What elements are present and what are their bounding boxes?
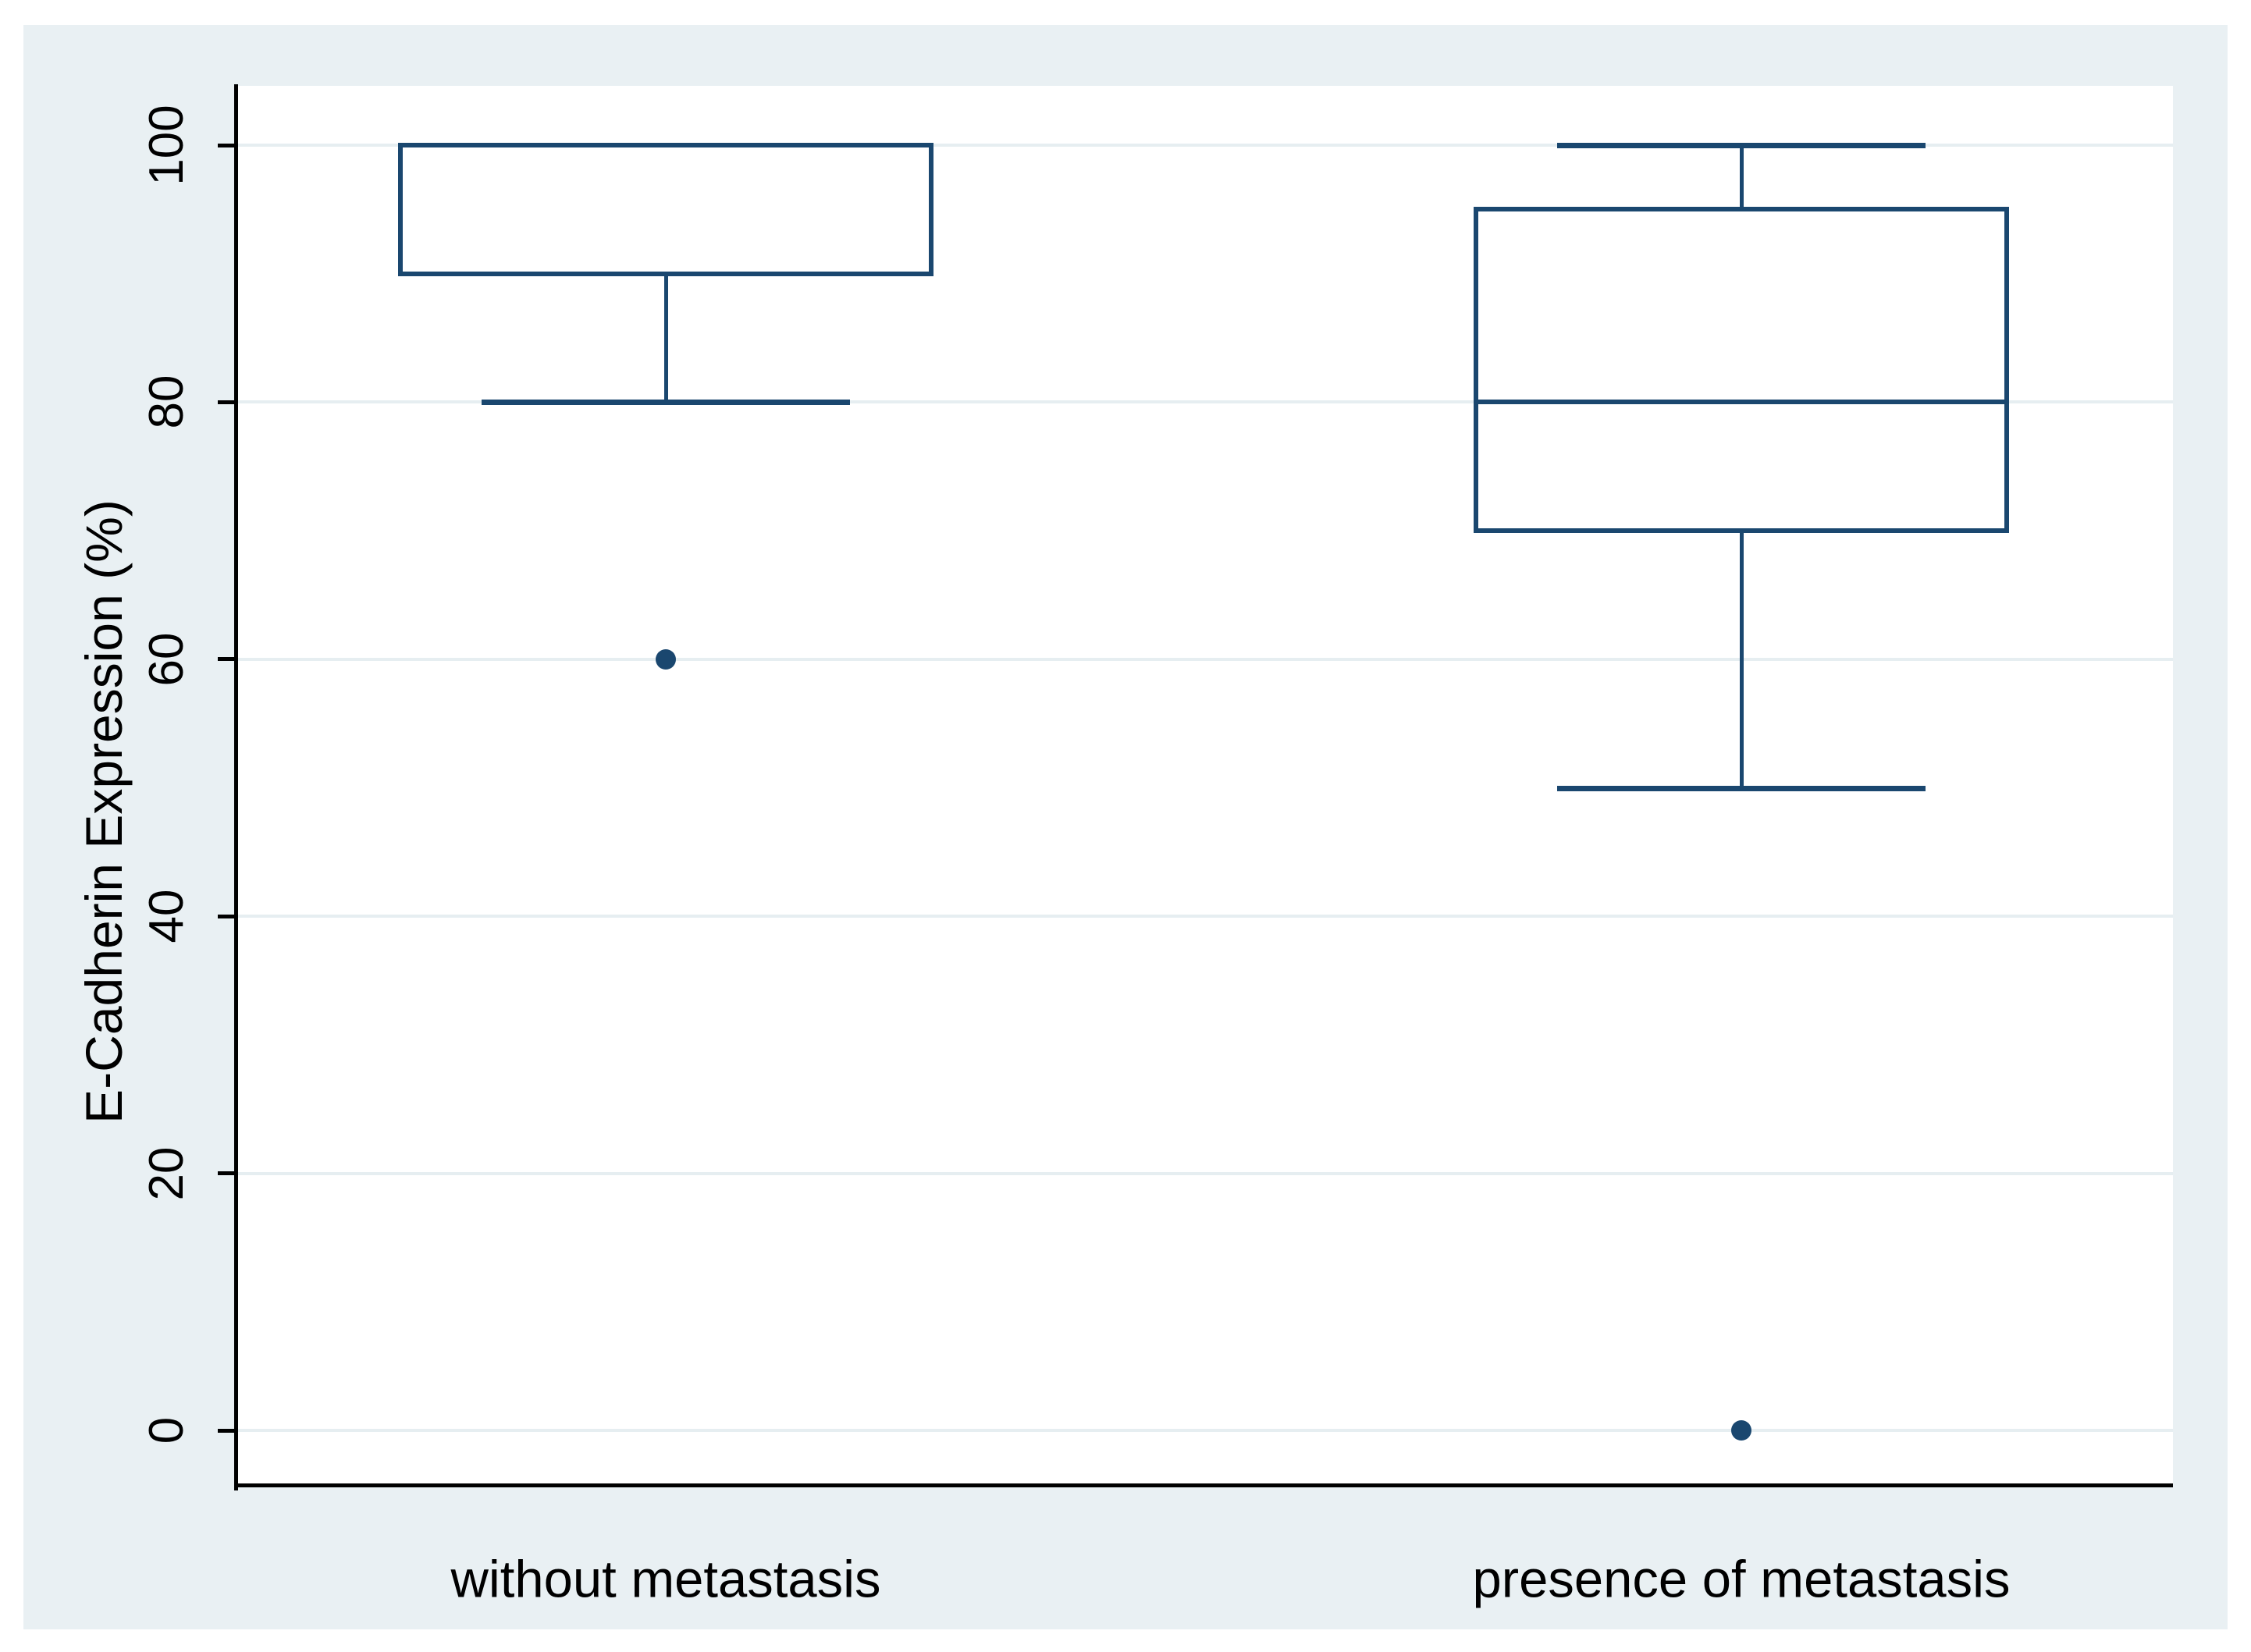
upper-whisker-cap: [1557, 143, 1926, 148]
y-tick-mark: [218, 914, 238, 918]
y-gridline: [238, 1429, 2173, 1432]
y-gridline: [238, 657, 2173, 661]
y-gridline: [238, 144, 2173, 147]
y-tick-mark: [218, 657, 238, 662]
y-tick-mark: [218, 143, 238, 147]
lower-whisker-stem: [664, 273, 668, 403]
outlier-dot: [1731, 1420, 1751, 1441]
y-gridline: [238, 1171, 2173, 1175]
y-tick-label: 40: [140, 889, 194, 943]
median-line: [1474, 400, 2009, 405]
x-category-label-presence-of-metastasis: presence of metastasis: [1472, 1550, 2011, 1609]
upper-whisker-stem: [1740, 145, 1744, 210]
x-axis-line: [234, 1483, 2173, 1487]
lower-whisker-cap: [482, 400, 850, 406]
iqr-box: [398, 143, 933, 276]
outlier-dot: [656, 648, 676, 670]
y-tick-label: 20: [140, 1146, 194, 1201]
y-tick-label: 60: [140, 632, 194, 687]
y-tick-label: 0: [140, 1416, 194, 1444]
y-axis-title: E-Cadherin Expression (%): [75, 499, 133, 1124]
lower-whisker-stem: [1740, 531, 1744, 788]
y-axis-line: [234, 84, 238, 1490]
y-tick-label: 80: [140, 375, 194, 429]
x-category-label-without-metastasis: without metastasis: [450, 1550, 881, 1609]
y-tick-mark: [218, 1428, 238, 1433]
lower-whisker-cap: [1557, 785, 1926, 791]
chart-canvas: 0 20 40 60 80 100 E-Cadherin Expression (%) w…: [23, 25, 2228, 1629]
y-tick-mark: [218, 1171, 238, 1176]
y-tick-mark: [218, 400, 238, 404]
y-gridline: [238, 915, 2173, 918]
iqr-box: [1474, 207, 2009, 534]
y-tick-label: 100: [140, 105, 194, 186]
y-gridline: [238, 400, 2173, 404]
median-line: [398, 271, 933, 276]
